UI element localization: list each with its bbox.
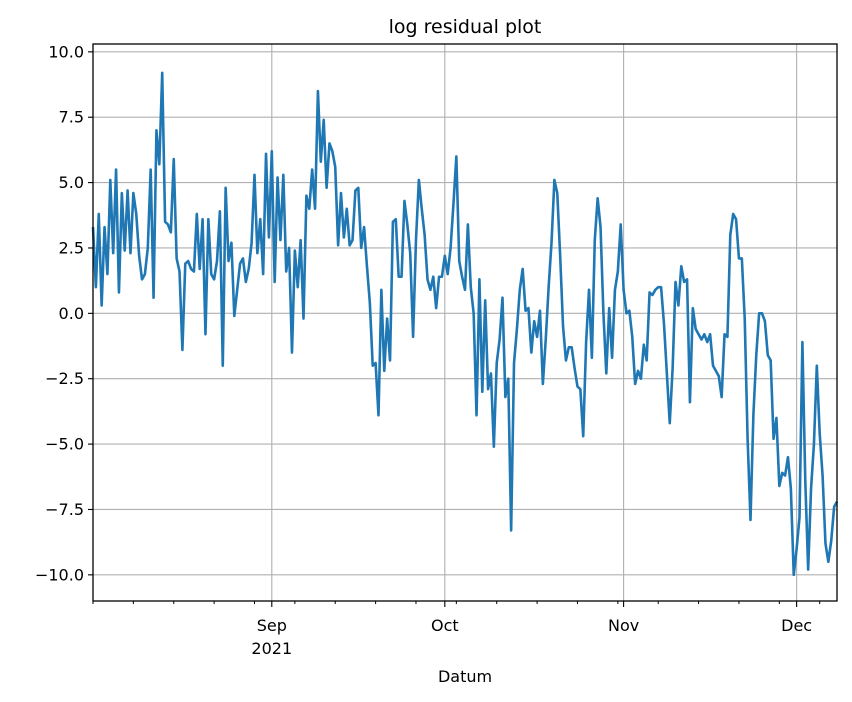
chart-title: log residual plot	[389, 16, 542, 38]
x-tick-label: Sep	[257, 616, 287, 635]
y-tick-label: −2.5	[45, 369, 84, 388]
y-tick-label: −7.5	[45, 500, 84, 519]
y-tick-label: −10.0	[35, 565, 84, 584]
x-tick-label: Dec	[781, 616, 812, 635]
y-tick-label: 2.5	[59, 238, 84, 257]
x-tick-sublabel: 2021	[251, 639, 292, 658]
series-line	[91, 71, 839, 577]
x-axis: Sep 2021 Oct Nov Dec	[92, 601, 821, 658]
y-tick-label: 10.0	[48, 42, 84, 61]
y-axis: 10.0 7.5 5.0 2.5 0.0 −2.5 −5.0 −7.5 −10.0	[35, 42, 93, 584]
series-layer	[91, 71, 839, 577]
plot-frame	[92, 43, 838, 602]
x-axis-label: Datum	[438, 667, 492, 686]
x-tick-label: Oct	[431, 616, 459, 635]
y-tick-label: 0.0	[59, 304, 84, 323]
y-tick-label: −5.0	[45, 435, 84, 454]
grid	[93, 44, 837, 601]
y-tick-label: 7.5	[59, 108, 84, 127]
x-tick-label: Nov	[608, 616, 639, 635]
y-tick-label: 5.0	[59, 173, 84, 192]
